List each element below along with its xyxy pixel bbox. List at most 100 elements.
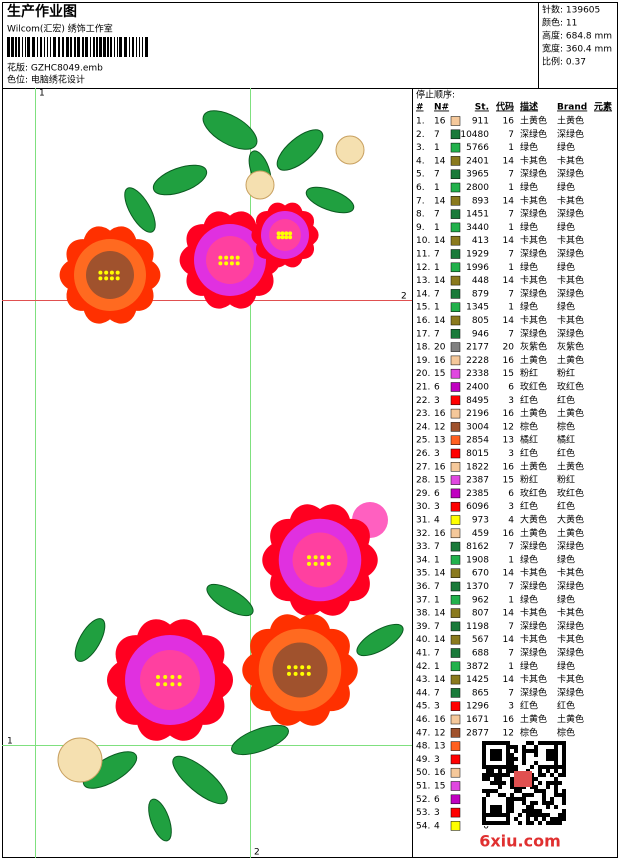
bar [129,37,130,57]
stamen [235,261,240,266]
cell: 14 [503,156,515,166]
column-header: 代码 [495,101,514,113]
cell: 3 [434,502,440,512]
swatch [450,648,461,658]
cell: 1929 [466,250,489,260]
swatch [450,368,461,379]
bar [47,37,48,57]
stamen [177,675,182,679]
qr-cell [550,749,554,753]
cell: 20 [434,343,446,353]
cell: 卡其色 [520,154,547,166]
cell: 7 [434,688,440,698]
cell: 1822 [466,462,489,472]
cell: 20. [416,369,430,379]
qr-cell [490,769,494,773]
cell: 1425 [466,675,489,685]
cell: 7 [508,688,514,698]
cell: 567 [472,635,489,645]
qr-cell [502,741,506,745]
qr-cell [522,745,526,749]
bar [7,37,10,57]
qr-cell [522,761,526,765]
cell: 2877 [466,728,489,738]
cell: 14 [503,276,515,286]
cell: 1 [434,183,440,193]
qr-cell [558,781,562,785]
bar [32,37,35,57]
qr-cell [538,741,542,745]
cell: 绿色 [557,553,575,565]
qr-cell [506,745,510,749]
qr-cell [494,789,498,793]
cell: 3 [434,808,440,818]
qr-cell [542,817,546,821]
cell: 粉红 [557,474,575,486]
info-line: 比例: 0.37 [542,56,586,68]
cell: 946 [472,329,489,339]
cell: 深绿色 [520,248,547,260]
qr-cell [502,781,506,785]
cell: 玫红色 [520,487,547,499]
qr-cell [490,781,494,785]
qr-cell [518,813,522,817]
stamen [287,665,291,670]
bar [25,37,26,57]
qr-cell [506,805,510,809]
swatch [450,794,461,805]
qr-cell [550,753,554,757]
cell: 红色 [557,447,575,459]
stamen [280,231,285,236]
qr-cell [522,793,526,797]
cell: 13 [434,436,445,446]
qr-cell [490,749,494,753]
leaf [356,623,404,657]
stamen [115,276,120,281]
cell: 绿色 [557,301,575,313]
cell: 深绿色 [520,208,547,220]
cell: 土黄色 [557,527,584,539]
cell: 16 [434,715,446,725]
qr-logo [514,771,532,787]
bar [27,37,30,57]
column-header: N# [434,103,449,113]
swatch [450,249,461,259]
bar [44,37,45,57]
qr-cell [534,785,538,789]
qr-cell [510,809,514,813]
bar [107,37,109,57]
qr-cell [494,757,498,761]
cell: 大黄色 [557,514,584,526]
studio: Wilcom(汇宏) 绣饰工作室 [7,23,113,35]
qr-cell [562,741,566,745]
swatch [450,169,461,179]
cell: 10480 [460,130,489,140]
qr-cell [534,813,538,817]
design: 花版: GZHC8049.emb [7,62,103,74]
cell: 1671 [466,715,489,725]
cell: 6. [416,183,425,193]
stamen [218,261,223,266]
cell: 12 [503,422,514,432]
cell: 16 [434,356,446,366]
qr-cell [538,789,542,793]
qr-cell [554,757,558,761]
cell: 16 [434,768,446,778]
cell: 459 [472,529,489,539]
cell: 绿色 [520,261,538,273]
swatch [450,435,461,445]
qr-cell [506,821,510,825]
cell: 27. [416,462,430,472]
qr-cell [546,821,550,825]
bar [82,37,84,57]
qr-cell [542,789,546,793]
qr-cell [530,821,534,825]
swatch [450,222,461,233]
swatch [450,608,461,618]
column-header: St. [475,103,489,113]
cell: 31. [416,516,430,526]
cell: 2854 [466,436,489,446]
stamen [320,555,325,560]
cell: 23. [416,409,430,419]
stamen [306,671,311,676]
